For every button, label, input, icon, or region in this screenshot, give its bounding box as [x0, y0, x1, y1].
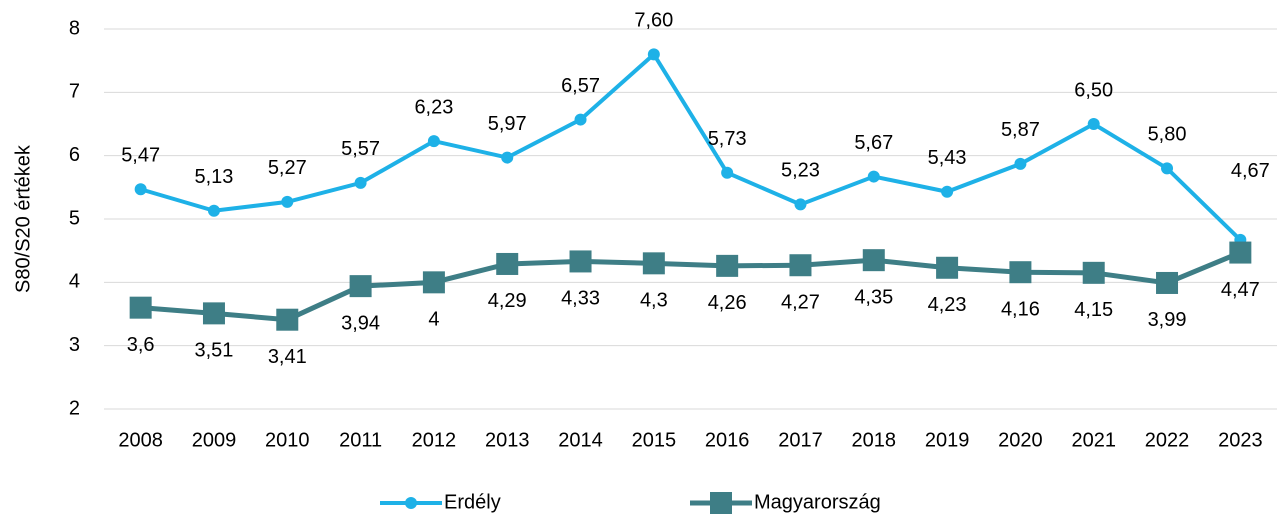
x-tick-label: 2021	[1071, 429, 1116, 451]
data-label: 5,43	[928, 147, 967, 169]
data-label: 5,87	[1001, 119, 1040, 141]
series-line	[140, 250, 1242, 323]
x-tick-label: 2010	[265, 429, 310, 451]
marker	[1087, 118, 1100, 130]
series-line	[140, 51, 1242, 242]
data-label: 5,27	[268, 157, 307, 179]
x-tick-label: 2016	[705, 429, 750, 451]
marker	[794, 198, 807, 211]
marker	[349, 275, 372, 298]
x-tick-label: 2017	[778, 429, 823, 451]
marker	[647, 48, 660, 61]
y-axis-label: S80/S20 értékek	[12, 144, 34, 293]
x-tick-label: 2008	[118, 429, 163, 451]
data-label: 5,47	[121, 145, 160, 167]
data-label: 4,29	[488, 290, 527, 312]
marker	[867, 170, 880, 183]
marker	[405, 497, 417, 509]
marker	[1156, 271, 1179, 294]
x-tick-label: 2022	[1145, 429, 1190, 451]
x-tick-label: 2011	[339, 429, 382, 451]
data-label: 5,57	[341, 138, 380, 160]
data-label: 7,60	[634, 10, 673, 32]
y-tick-label: 2	[69, 397, 80, 419]
marker	[281, 195, 294, 208]
data-label: 4	[428, 309, 439, 331]
data-label: 6,50	[1074, 79, 1113, 101]
data-label: 4,47	[1221, 279, 1260, 301]
data-label: 3,6	[127, 334, 155, 356]
x-tick-label: 2009	[192, 429, 237, 451]
marker	[569, 250, 592, 273]
marker	[862, 249, 885, 272]
marker	[710, 492, 732, 514]
marker	[207, 204, 220, 217]
marker	[789, 254, 812, 277]
y-tick-label: 8	[69, 17, 80, 39]
marker	[501, 151, 514, 164]
x-tick-label: 2012	[412, 429, 457, 451]
data-label: 3,94	[341, 312, 380, 334]
marker	[354, 176, 367, 189]
data-label: 4,23	[928, 294, 967, 316]
data-label: 6,57	[561, 75, 600, 97]
marker	[276, 308, 299, 331]
data-label: 4,15	[1074, 299, 1113, 321]
x-tick-label: 2015	[632, 429, 677, 451]
data-label: 4,16	[1001, 298, 1040, 320]
marker	[716, 254, 739, 277]
marker	[427, 135, 440, 148]
data-label: 5,23	[781, 160, 820, 182]
marker	[1009, 261, 1032, 284]
data-label: 5,13	[195, 166, 234, 188]
x-tick-label: 2013	[485, 429, 530, 451]
data-label: 5,67	[854, 132, 893, 154]
data-label: 4,67	[1231, 160, 1270, 182]
data-label: 3,99	[1148, 309, 1187, 331]
data-label: 4,27	[781, 292, 820, 314]
data-label: 4,35	[854, 286, 893, 308]
data-label: 6,23	[414, 96, 453, 118]
data-label: 4,3	[640, 290, 668, 312]
marker	[936, 256, 959, 279]
marker	[1229, 241, 1252, 264]
y-tick-label: 7	[69, 81, 80, 103]
marker	[574, 113, 587, 126]
x-tick-label: 2020	[998, 429, 1043, 451]
data-label: 4,33	[561, 288, 600, 310]
marker	[941, 185, 954, 198]
marker	[1014, 157, 1027, 170]
legend-label: Erdély	[444, 491, 501, 513]
marker	[1082, 261, 1105, 284]
x-tick-label: 2023	[1218, 429, 1263, 451]
data-label: 5,73	[708, 128, 747, 150]
y-tick-label: 4	[69, 271, 80, 293]
y-tick-label: 5	[69, 207, 80, 229]
marker	[496, 252, 519, 275]
legend-label: Magyarország	[754, 491, 881, 513]
marker	[642, 252, 665, 275]
x-tick-label: 2014	[558, 429, 603, 451]
y-tick-label: 6	[69, 144, 80, 166]
y-tick-label: 3	[69, 334, 80, 356]
marker	[202, 302, 225, 325]
marker	[422, 271, 445, 294]
x-tick-label: 2018	[852, 429, 897, 451]
data-label: 3,41	[268, 346, 307, 368]
marker	[1161, 162, 1174, 175]
x-tick-label: 2019	[925, 429, 970, 451]
data-label: 5,80	[1148, 124, 1187, 146]
data-label: 4,26	[708, 292, 747, 314]
marker	[129, 296, 152, 319]
data-label: 5,97	[488, 113, 527, 135]
marker	[134, 183, 147, 196]
marker	[721, 166, 734, 179]
data-label: 3,51	[195, 340, 234, 362]
